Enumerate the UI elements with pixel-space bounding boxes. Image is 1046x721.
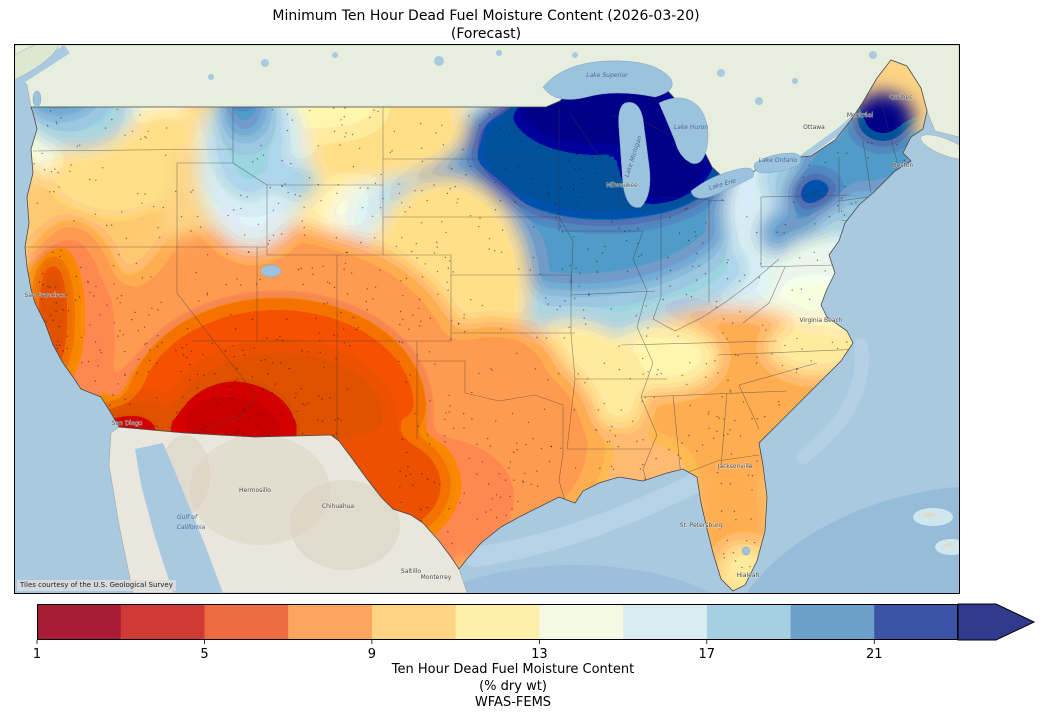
strait-of-georgia	[15, 45, 70, 89]
colorbar-segments: 1 5 9 13 17 21	[33, 603, 1036, 662]
puget-sound	[32, 90, 42, 108]
city-label: Montréal	[847, 112, 874, 119]
bahamas-banks	[913, 508, 959, 555]
title-line2: (Forecast)	[450, 26, 522, 43]
city-labels: San Francisco San Diego Milwaukee Ottawa Mon…	[24, 94, 914, 582]
water-label: Lake Huron	[674, 124, 709, 131]
colorbar-tick-label: 9	[368, 647, 376, 662]
colorbar-tick-label: 5	[200, 647, 208, 662]
city-label: Monterrey	[421, 574, 452, 581]
lake-huron	[658, 97, 709, 164]
city-label: Hermosillo	[239, 487, 271, 494]
colorbar-tick-label: 13	[531, 647, 548, 662]
vancouver-island	[15, 45, 59, 86]
city-label: St. Petersburg	[680, 522, 723, 529]
lake-okeechobee	[741, 546, 751, 556]
nova-scotia	[920, 134, 959, 160]
city-label: Virginia Beach	[799, 317, 842, 324]
city-label: Jacksonville	[716, 463, 752, 470]
canada-lakes	[208, 50, 877, 105]
colorbar-tick-label: 1	[33, 647, 41, 662]
ocean-depth-shading	[438, 338, 959, 593]
figure-title: Minimum Ten Hour Dead Fuel Moisture Cont…	[0, 7, 972, 44]
city-label: Milwaukee	[606, 182, 638, 189]
colorbar: 1 5 9 13 17 21	[33, 603, 1036, 662]
city-label: Québec	[889, 94, 912, 101]
colorbar-label-line1: Ten Hour Dead Fuel Moisture Content	[391, 662, 635, 677]
colorbar-caption: Ten Hour Dead Fuel Moisture Content (% d…	[0, 662, 1026, 712]
city-label: San Diego	[112, 420, 143, 427]
lake-michigan	[618, 102, 651, 208]
great-salt-lake	[260, 264, 282, 278]
water-label: Lake Superior	[586, 72, 628, 79]
colorbar-tick-label: 21	[866, 647, 883, 662]
lake-ontario	[753, 152, 802, 174]
gulf-of-california	[135, 443, 223, 593]
water-label: California	[177, 524, 206, 531]
water-label: Lake Ontario	[759, 157, 798, 164]
great-lakes	[32, 60, 802, 556]
city-label: Chihuahua	[322, 503, 355, 510]
map-attribution: Tiles courtesy of the U.S. Geological Su…	[17, 580, 176, 591]
city-label: San Francisco	[24, 292, 66, 299]
city-label: Saltillo	[401, 568, 422, 575]
lake-superior	[542, 60, 673, 100]
water-label: Gulf of	[177, 514, 198, 521]
title-line1: Minimum Ten Hour Dead Fuel Moisture Cont…	[272, 8, 700, 24]
city-label: Ottawa	[803, 124, 825, 131]
colorbar-extend-arrow	[957, 603, 1036, 641]
city-label: Hialeah	[737, 572, 760, 579]
map-canvas: Lake Superior Lake Michigan Lake Huron Lake…	[14, 44, 960, 594]
city-label: Boston	[893, 162, 914, 169]
lake-erie	[690, 167, 754, 199]
colorbar-label-line3: WFAS-FEMS	[474, 695, 552, 710]
state-borders	[25, 100, 900, 508]
colorbar-tick-label: 17	[699, 647, 716, 662]
colorbar-label-line2: (% dry wt)	[479, 678, 547, 694]
